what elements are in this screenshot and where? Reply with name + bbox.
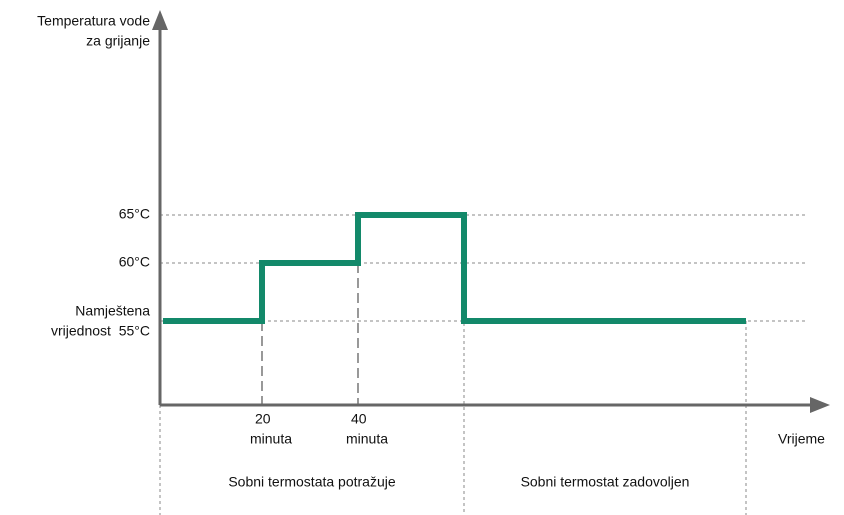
time-label: 40 [351,411,367,427]
x-axis-title: Vrijeme [778,431,825,447]
level-label: 65°C [119,206,150,222]
temperature-step-line [163,212,746,324]
time-label: 20 [255,411,271,427]
x-axis-arrow [810,397,830,413]
axis-title: za grijanje [86,33,150,49]
phase-label: Sobni termostata potražuje [228,474,396,490]
y-axis-arrow [152,10,168,30]
level-label: vrijednost 55°C [51,323,150,339]
axis-title: Temperatura vode [37,13,150,29]
level-label: 60°C [119,254,150,270]
phase-label: Sobni termostat zadovoljen [521,474,690,490]
time-label: minuta [250,431,292,447]
time-label: minuta [346,431,388,447]
level-label: Namještena [75,303,150,319]
